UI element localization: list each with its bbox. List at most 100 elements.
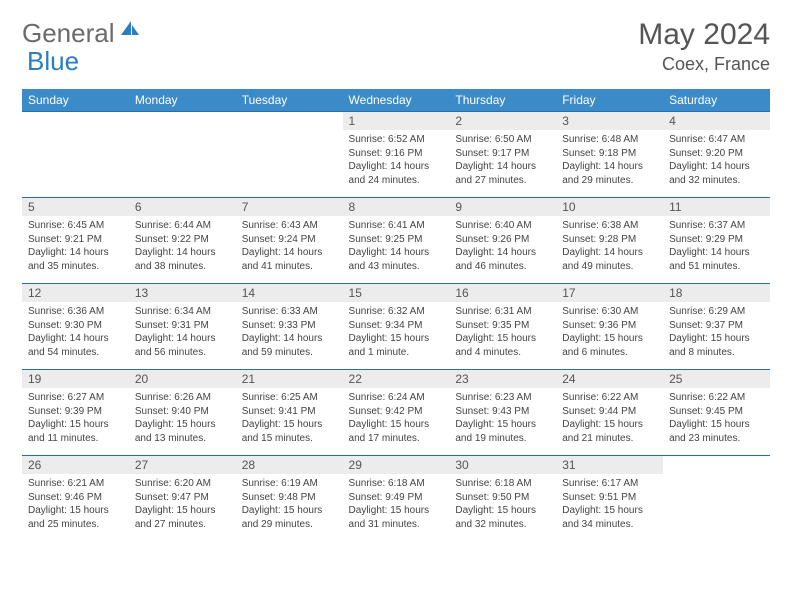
sunrise-line: Sunrise: 6:44 AM [135, 219, 230, 233]
calendar-cell: 8Sunrise: 6:41 AMSunset: 9:25 PMDaylight… [343, 198, 450, 284]
day-number: 24 [556, 370, 663, 388]
day-number: 16 [449, 284, 556, 302]
sunset-line: Sunset: 9:37 PM [669, 319, 764, 333]
day-number: 20 [129, 370, 236, 388]
calendar-cell: 27Sunrise: 6:20 AMSunset: 9:47 PMDayligh… [129, 456, 236, 542]
sunrise-line: Sunrise: 6:25 AM [242, 391, 337, 405]
sunset-line: Sunset: 9:21 PM [28, 233, 123, 247]
sunrise-line: Sunrise: 6:26 AM [135, 391, 230, 405]
day-body: Sunrise: 6:44 AMSunset: 9:22 PMDaylight:… [129, 216, 236, 275]
day-number: 1 [343, 112, 450, 130]
calendar-cell: 24Sunrise: 6:22 AMSunset: 9:44 PMDayligh… [556, 370, 663, 456]
daylight-line: Daylight: 15 hours and 13 minutes. [135, 418, 230, 445]
sunrise-line: Sunrise: 6:29 AM [669, 305, 764, 319]
day-body: Sunrise: 6:40 AMSunset: 9:26 PMDaylight:… [449, 216, 556, 275]
day-body: Sunrise: 6:34 AMSunset: 9:31 PMDaylight:… [129, 302, 236, 361]
calendar-cell: 1Sunrise: 6:52 AMSunset: 9:16 PMDaylight… [343, 112, 450, 198]
day-number: 9 [449, 198, 556, 216]
day-body: Sunrise: 6:19 AMSunset: 9:48 PMDaylight:… [236, 474, 343, 533]
day-number: 27 [129, 456, 236, 474]
sunset-line: Sunset: 9:51 PM [562, 491, 657, 505]
sunrise-line: Sunrise: 6:18 AM [455, 477, 550, 491]
calendar-cell-empty [22, 112, 129, 198]
day-body: Sunrise: 6:29 AMSunset: 9:37 PMDaylight:… [663, 302, 770, 361]
day-number: 3 [556, 112, 663, 130]
logo-text-2: Blue [27, 46, 79, 77]
day-number: 13 [129, 284, 236, 302]
calendar-cell: 22Sunrise: 6:24 AMSunset: 9:42 PMDayligh… [343, 370, 450, 456]
day-number: 15 [343, 284, 450, 302]
day-body: Sunrise: 6:20 AMSunset: 9:47 PMDaylight:… [129, 474, 236, 533]
day-body: Sunrise: 6:26 AMSunset: 9:40 PMDaylight:… [129, 388, 236, 447]
day-number: 5 [22, 198, 129, 216]
day-number: 23 [449, 370, 556, 388]
calendar-cell: 5Sunrise: 6:45 AMSunset: 9:21 PMDaylight… [22, 198, 129, 284]
calendar-cell-empty [236, 112, 343, 198]
day-body: Sunrise: 6:32 AMSunset: 9:34 PMDaylight:… [343, 302, 450, 361]
calendar-row: 19Sunrise: 6:27 AMSunset: 9:39 PMDayligh… [22, 370, 770, 456]
calendar-page: General May 2024 Coex, France Blue Sunda… [0, 0, 792, 552]
calendar-row: 1Sunrise: 6:52 AMSunset: 9:16 PMDaylight… [22, 112, 770, 198]
calendar-cell: 18Sunrise: 6:29 AMSunset: 9:37 PMDayligh… [663, 284, 770, 370]
sunset-line: Sunset: 9:25 PM [349, 233, 444, 247]
calendar-cell: 26Sunrise: 6:21 AMSunset: 9:46 PMDayligh… [22, 456, 129, 542]
sunrise-line: Sunrise: 6:45 AM [28, 219, 123, 233]
calendar-cell: 7Sunrise: 6:43 AMSunset: 9:24 PMDaylight… [236, 198, 343, 284]
sunset-line: Sunset: 9:34 PM [349, 319, 444, 333]
daylight-line: Daylight: 15 hours and 19 minutes. [455, 418, 550, 445]
day-body: Sunrise: 6:25 AMSunset: 9:41 PMDaylight:… [236, 388, 343, 447]
sunrise-line: Sunrise: 6:22 AM [562, 391, 657, 405]
calendar-cell: 11Sunrise: 6:37 AMSunset: 9:29 PMDayligh… [663, 198, 770, 284]
day-body: Sunrise: 6:27 AMSunset: 9:39 PMDaylight:… [22, 388, 129, 447]
daylight-line: Daylight: 15 hours and 31 minutes. [349, 504, 444, 531]
day-body: Sunrise: 6:18 AMSunset: 9:49 PMDaylight:… [343, 474, 450, 533]
calendar-cell: 15Sunrise: 6:32 AMSunset: 9:34 PMDayligh… [343, 284, 450, 370]
day-number: 18 [663, 284, 770, 302]
header: General May 2024 Coex, France [22, 18, 770, 75]
calendar-cell: 2Sunrise: 6:50 AMSunset: 9:17 PMDaylight… [449, 112, 556, 198]
daylight-line: Daylight: 15 hours and 32 minutes. [455, 504, 550, 531]
calendar-cell: 25Sunrise: 6:22 AMSunset: 9:45 PMDayligh… [663, 370, 770, 456]
calendar-cell: 20Sunrise: 6:26 AMSunset: 9:40 PMDayligh… [129, 370, 236, 456]
weekday-header-row: SundayMondayTuesdayWednesdayThursdayFrid… [22, 89, 770, 112]
sunrise-line: Sunrise: 6:36 AM [28, 305, 123, 319]
sunset-line: Sunset: 9:16 PM [349, 147, 444, 161]
sunset-line: Sunset: 9:45 PM [669, 405, 764, 419]
calendar-cell: 21Sunrise: 6:25 AMSunset: 9:41 PMDayligh… [236, 370, 343, 456]
sunset-line: Sunset: 9:20 PM [669, 147, 764, 161]
day-number: 22 [343, 370, 450, 388]
sunset-line: Sunset: 9:36 PM [562, 319, 657, 333]
calendar-table: SundayMondayTuesdayWednesdayThursdayFrid… [22, 89, 770, 542]
daylight-line: Daylight: 15 hours and 25 minutes. [28, 504, 123, 531]
day-number: 12 [22, 284, 129, 302]
calendar-cell: 12Sunrise: 6:36 AMSunset: 9:30 PMDayligh… [22, 284, 129, 370]
sunrise-line: Sunrise: 6:34 AM [135, 305, 230, 319]
day-number: 29 [343, 456, 450, 474]
sunset-line: Sunset: 9:35 PM [455, 319, 550, 333]
sunset-line: Sunset: 9:46 PM [28, 491, 123, 505]
daylight-line: Daylight: 15 hours and 23 minutes. [669, 418, 764, 445]
day-body: Sunrise: 6:22 AMSunset: 9:45 PMDaylight:… [663, 388, 770, 447]
day-number: 30 [449, 456, 556, 474]
sunset-line: Sunset: 9:44 PM [562, 405, 657, 419]
sunset-line: Sunset: 9:22 PM [135, 233, 230, 247]
sunrise-line: Sunrise: 6:22 AM [669, 391, 764, 405]
daylight-line: Daylight: 14 hours and 56 minutes. [135, 332, 230, 359]
day-number: 21 [236, 370, 343, 388]
daylight-line: Daylight: 15 hours and 4 minutes. [455, 332, 550, 359]
calendar-cell: 10Sunrise: 6:38 AMSunset: 9:28 PMDayligh… [556, 198, 663, 284]
day-number: 7 [236, 198, 343, 216]
logo-sail-icon [119, 19, 141, 42]
calendar-cell: 16Sunrise: 6:31 AMSunset: 9:35 PMDayligh… [449, 284, 556, 370]
sunset-line: Sunset: 9:18 PM [562, 147, 657, 161]
day-number: 31 [556, 456, 663, 474]
day-body: Sunrise: 6:33 AMSunset: 9:33 PMDaylight:… [236, 302, 343, 361]
day-number: 28 [236, 456, 343, 474]
weekday-header: Monday [129, 89, 236, 112]
day-number: 2 [449, 112, 556, 130]
sunrise-line: Sunrise: 6:30 AM [562, 305, 657, 319]
daylight-line: Daylight: 15 hours and 8 minutes. [669, 332, 764, 359]
day-number: 14 [236, 284, 343, 302]
calendar-cell: 9Sunrise: 6:40 AMSunset: 9:26 PMDaylight… [449, 198, 556, 284]
daylight-line: Daylight: 14 hours and 27 minutes. [455, 160, 550, 187]
